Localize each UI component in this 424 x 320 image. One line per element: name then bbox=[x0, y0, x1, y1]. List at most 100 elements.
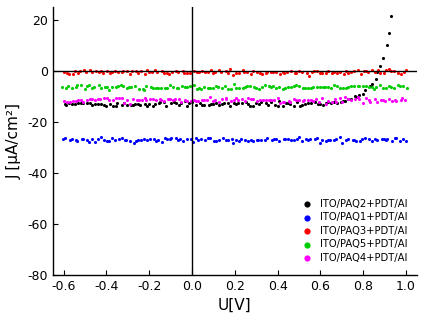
ITO/PAQ1+PDT/Al bbox=[255, 138, 262, 143]
ITO/PAQ2+PDT/Al bbox=[377, 63, 383, 68]
ITO/PAQ1+PDT/Al bbox=[233, 138, 240, 143]
ITO/PAQ2+PDT/Al bbox=[100, 103, 107, 108]
ITO/PAQ3+PDT/Al bbox=[120, 68, 126, 74]
ITO/PAQ4+PDT/Al bbox=[172, 97, 179, 102]
ITO/PAQ1+PDT/Al bbox=[121, 137, 128, 142]
ITO/PAQ2+PDT/Al bbox=[193, 102, 200, 107]
ITO/PAQ3+PDT/Al bbox=[355, 68, 362, 73]
ITO/PAQ4+PDT/Al bbox=[195, 98, 202, 103]
ITO/PAQ2+PDT/Al bbox=[354, 94, 361, 100]
ITO/PAQ1+PDT/Al bbox=[381, 137, 388, 142]
ITO/PAQ4+PDT/Al bbox=[126, 101, 133, 107]
ITO/PAQ1+PDT/Al bbox=[144, 137, 151, 142]
ITO/PAQ3+PDT/Al bbox=[126, 71, 133, 76]
ITO/PAQ1+PDT/Al bbox=[207, 135, 214, 140]
ITO/PAQ1+PDT/Al bbox=[175, 137, 182, 142]
ITO/PAQ1+PDT/Al bbox=[211, 138, 218, 143]
ITO/PAQ5+PDT/Al bbox=[250, 84, 257, 89]
ITO/PAQ5+PDT/Al bbox=[198, 87, 204, 92]
ITO/PAQ4+PDT/Al bbox=[95, 97, 101, 102]
ITO/PAQ4+PDT/Al bbox=[276, 100, 283, 105]
ITO/PAQ2+PDT/Al bbox=[249, 103, 256, 108]
ITO/PAQ3+PDT/Al bbox=[248, 71, 254, 76]
ITO/PAQ3+PDT/Al bbox=[104, 68, 111, 74]
ITO/PAQ1+PDT/Al bbox=[153, 138, 159, 143]
ITO/PAQ3+PDT/Al bbox=[226, 67, 233, 72]
ITO/PAQ2+PDT/Al bbox=[366, 84, 373, 89]
ITO/PAQ4+PDT/Al bbox=[316, 99, 323, 104]
ITO/PAQ2+PDT/Al bbox=[218, 101, 225, 107]
ITO/PAQ3+PDT/Al bbox=[193, 69, 200, 74]
ITO/PAQ1+PDT/Al bbox=[264, 136, 271, 141]
ITO/PAQ2+PDT/Al bbox=[142, 102, 148, 107]
ITO/PAQ5+PDT/Al bbox=[224, 86, 231, 91]
ITO/PAQ1+PDT/Al bbox=[190, 139, 196, 144]
ITO/PAQ2+PDT/Al bbox=[340, 99, 347, 104]
ITO/PAQ4+PDT/Al bbox=[265, 98, 272, 103]
ITO/PAQ2+PDT/Al bbox=[184, 103, 190, 108]
ITO/PAQ5+PDT/Al bbox=[157, 86, 164, 91]
ITO/PAQ5+PDT/Al bbox=[382, 85, 389, 91]
ITO/PAQ3+PDT/Al bbox=[394, 70, 401, 75]
ITO/PAQ2+PDT/Al bbox=[356, 92, 363, 98]
ITO/PAQ1+PDT/Al bbox=[311, 136, 318, 141]
ITO/PAQ1+PDT/Al bbox=[89, 136, 96, 141]
ITO/PAQ3+PDT/Al bbox=[138, 69, 145, 74]
ITO/PAQ4+PDT/Al bbox=[239, 96, 245, 101]
ITO/PAQ5+PDT/Al bbox=[385, 84, 392, 89]
ITO/PAQ1+PDT/Al bbox=[78, 137, 85, 142]
ITO/PAQ5+PDT/Al bbox=[88, 85, 95, 91]
ITO/PAQ1+PDT/Al bbox=[393, 135, 399, 140]
ITO/PAQ3+PDT/Al bbox=[270, 69, 276, 75]
Y-axis label: J [μA/cm²]: J [μA/cm²] bbox=[7, 103, 22, 179]
ITO/PAQ1+PDT/Al bbox=[331, 138, 338, 143]
ITO/PAQ3+PDT/Al bbox=[134, 70, 141, 76]
ITO/PAQ1+PDT/Al bbox=[202, 138, 209, 143]
ITO/PAQ4+PDT/Al bbox=[253, 99, 260, 104]
ITO/PAQ2+PDT/Al bbox=[334, 100, 340, 105]
ITO/PAQ4+PDT/Al bbox=[84, 98, 90, 103]
ITO/PAQ1+PDT/Al bbox=[284, 137, 291, 142]
ITO/PAQ4+PDT/Al bbox=[374, 99, 381, 104]
ITO/PAQ4+PDT/Al bbox=[241, 99, 248, 104]
ITO/PAQ5+PDT/Al bbox=[152, 86, 159, 91]
ITO/PAQ1+PDT/Al bbox=[291, 138, 298, 143]
ITO/PAQ2+PDT/Al bbox=[287, 101, 293, 106]
ITO/PAQ4+PDT/Al bbox=[331, 96, 338, 101]
ITO/PAQ3+PDT/Al bbox=[86, 67, 93, 72]
ITO/PAQ5+PDT/Al bbox=[135, 86, 142, 92]
ITO/PAQ4+PDT/Al bbox=[178, 99, 184, 104]
ITO/PAQ4+PDT/Al bbox=[339, 100, 346, 105]
ITO/PAQ5+PDT/Al bbox=[154, 85, 161, 91]
ITO/PAQ2+PDT/Al bbox=[128, 103, 134, 108]
ITO/PAQ3+PDT/Al bbox=[181, 71, 187, 76]
ITO/PAQ1+PDT/Al bbox=[130, 141, 137, 146]
ITO/PAQ5+PDT/Al bbox=[65, 84, 72, 89]
ITO/PAQ5+PDT/Al bbox=[169, 84, 176, 89]
ITO/PAQ4+PDT/Al bbox=[75, 98, 81, 103]
ITO/PAQ5+PDT/Al bbox=[207, 85, 214, 91]
ITO/PAQ3+PDT/Al bbox=[151, 68, 158, 73]
ITO/PAQ5+PDT/Al bbox=[109, 84, 116, 89]
ITO/PAQ1+PDT/Al bbox=[195, 138, 201, 143]
ITO/PAQ2+PDT/Al bbox=[285, 100, 291, 105]
ITO/PAQ4+PDT/Al bbox=[201, 97, 207, 102]
ITO/PAQ4+PDT/Al bbox=[120, 100, 127, 106]
ITO/PAQ2+PDT/Al bbox=[276, 99, 283, 104]
ITO/PAQ4+PDT/Al bbox=[223, 96, 230, 101]
ITO/PAQ4+PDT/Al bbox=[67, 99, 73, 104]
ITO/PAQ5+PDT/Al bbox=[101, 84, 108, 89]
ITO/PAQ2+PDT/Al bbox=[79, 101, 86, 106]
ITO/PAQ4+PDT/Al bbox=[296, 98, 303, 103]
ITO/PAQ4+PDT/Al bbox=[166, 97, 173, 102]
ITO/PAQ2+PDT/Al bbox=[213, 100, 220, 105]
ITO/PAQ2+PDT/Al bbox=[244, 101, 251, 106]
ITO/PAQ2+PDT/Al bbox=[225, 100, 232, 106]
ITO/PAQ3+PDT/Al bbox=[100, 71, 106, 76]
ITO/PAQ5+PDT/Al bbox=[85, 82, 92, 87]
ITO/PAQ5+PDT/Al bbox=[295, 83, 302, 88]
ITO/PAQ2+PDT/Al bbox=[345, 97, 351, 102]
ITO/PAQ3+PDT/Al bbox=[111, 68, 118, 74]
ITO/PAQ4+PDT/Al bbox=[402, 97, 409, 102]
ITO/PAQ2+PDT/Al bbox=[231, 100, 237, 106]
